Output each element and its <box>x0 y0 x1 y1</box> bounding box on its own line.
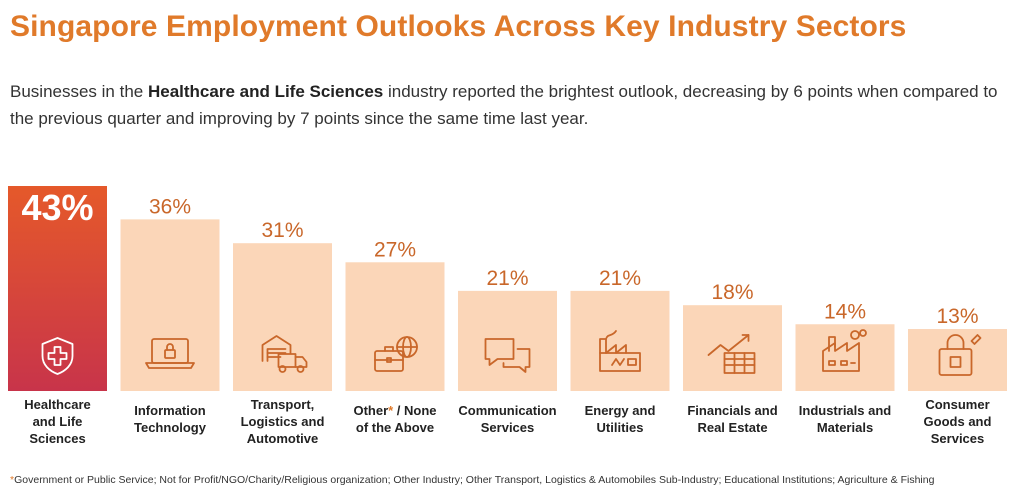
category-label-4: Communication Services <box>453 402 563 436</box>
category-label-line: Sciences <box>29 431 86 446</box>
subtitle-post: industry reported the brightest outlook,… <box>10 82 998 128</box>
category-label-6: Financials and Real Estate <box>678 402 788 436</box>
category-label-line: Transport, <box>250 397 315 412</box>
factory-icon <box>822 329 867 372</box>
category-label-line: Automotive <box>246 431 319 446</box>
category-label-line: Utilities <box>596 420 644 435</box>
growth-chart-icon <box>707 334 756 374</box>
chat-bubbles-icon <box>484 338 531 373</box>
bar-4 <box>458 290 557 391</box>
category-label-line: Healthcare <box>24 397 91 412</box>
value-label-1: 36% <box>149 195 191 218</box>
category-label-line: Technology <box>134 420 206 435</box>
category-label-3: Other* / None of the Above <box>340 402 450 436</box>
footnote: *Government or Public Service; Not for P… <box>10 474 1020 486</box>
category-label-1: Information Technology <box>115 402 225 436</box>
category-label-line: Goods and <box>923 414 992 429</box>
bar-1 <box>120 219 220 391</box>
category-label-5: Energy and Utilities <box>565 402 675 436</box>
page-title: Singapore Employment Outlooks Across Key… <box>10 10 907 43</box>
shopping-bag-icon <box>938 334 982 376</box>
shield-medical-icon <box>41 337 74 375</box>
category-label-line: Logistics and <box>240 414 325 429</box>
value-label-3: 27% <box>374 238 416 261</box>
category-label-line: Services <box>480 420 535 435</box>
category-label-line: Other* / None <box>353 403 437 418</box>
footnote-star: * <box>10 474 15 486</box>
footnote-text: Government or Public Service; Not for Pr… <box>14 474 935 486</box>
value-label-5: 21% <box>599 267 641 290</box>
category-label-line: and Life <box>32 414 83 429</box>
value-label-4: 21% <box>486 267 528 290</box>
category-label-line: Materials <box>816 420 874 435</box>
bar-8 <box>908 329 1007 391</box>
value-label-2: 31% <box>261 219 303 242</box>
category-label-line: of the Above <box>355 420 435 435</box>
value-label-8: 13% <box>936 305 978 328</box>
bar-2 <box>233 243 332 391</box>
value-label-7: 14% <box>824 300 866 323</box>
category-label-line: Consumer <box>925 397 990 412</box>
category-label-0: Healthcare and Life Sciences <box>3 396 113 447</box>
bar-0 <box>8 186 107 391</box>
bar-5 <box>570 290 670 391</box>
subtitle-pre: Businesses in the <box>10 82 148 101</box>
category-label-line: Services <box>930 431 985 446</box>
category-label-7: Industrials and Materials <box>790 402 900 436</box>
subtitle: Businesses in the Healthcare and Life Sc… <box>10 78 1010 132</box>
category-label-line: Financials and <box>687 403 778 418</box>
category-label-2: Transport, Logistics and Automotive <box>228 396 338 447</box>
category-label-line: Communication <box>458 403 557 418</box>
bar-7 <box>795 324 895 391</box>
value-label-6: 18% <box>711 281 753 304</box>
value-label-0: 43% <box>21 187 93 228</box>
briefcase-globe-icon <box>374 336 418 372</box>
category-label-line: Energy and <box>584 403 656 418</box>
category-label-line: Information <box>134 403 206 418</box>
laptop-lock-icon <box>145 338 195 369</box>
category-label-8: Consumer Goods and Services <box>903 396 1013 447</box>
warehouse-truck-icon <box>261 335 308 373</box>
category-label-line: Real Estate <box>697 420 768 435</box>
bar-3 <box>345 262 445 391</box>
subtitle-highlight: Healthcare and Life Sciences <box>147 82 384 101</box>
power-plant-icon <box>599 330 641 372</box>
category-label-line: Industrials and <box>798 403 892 418</box>
